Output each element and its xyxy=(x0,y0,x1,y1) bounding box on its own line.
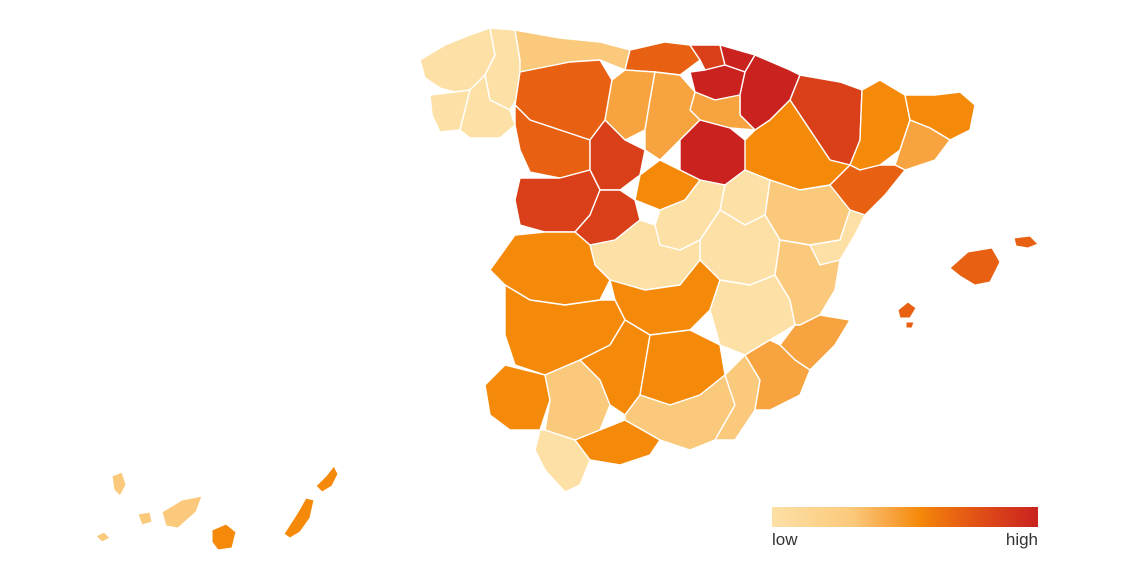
province-albacete[interactable] xyxy=(709,274,796,356)
balearic-islands xyxy=(897,235,1039,329)
island-gran-canaria[interactable] xyxy=(211,523,237,551)
legend-high-label: high xyxy=(1005,530,1038,549)
province-barcelona[interactable] xyxy=(894,119,951,171)
island-fuerteventura[interactable] xyxy=(283,497,315,539)
province-lleida[interactable] xyxy=(849,79,911,171)
province-tarragona[interactable] xyxy=(829,164,906,216)
canary-islands xyxy=(95,465,339,551)
province-cadiz[interactable] xyxy=(534,429,591,493)
island-mallorca[interactable] xyxy=(949,247,1001,286)
island-tenerife[interactable] xyxy=(161,495,203,529)
legend-low-label: low xyxy=(772,530,798,549)
island-menorca[interactable] xyxy=(1013,235,1039,249)
province-malaga[interactable] xyxy=(574,419,661,466)
island-la-palma[interactable] xyxy=(111,471,127,497)
province-ourense[interactable] xyxy=(459,74,516,139)
island-la-gomera[interactable] xyxy=(137,511,153,526)
province-caceres[interactable] xyxy=(489,231,611,306)
island-el-hierro[interactable] xyxy=(95,531,111,543)
island-lanzarote[interactable] xyxy=(315,465,339,493)
province-murcia[interactable] xyxy=(744,339,811,411)
map-legend: low high xyxy=(772,507,1038,552)
legend-color-ramp xyxy=(772,507,1038,527)
province-huelva[interactable] xyxy=(484,364,551,431)
island-ibiza[interactable] xyxy=(897,301,917,319)
island-formentera[interactable] xyxy=(905,321,915,329)
map-title-cropped xyxy=(96,0,950,6)
provinces-group xyxy=(419,27,976,493)
